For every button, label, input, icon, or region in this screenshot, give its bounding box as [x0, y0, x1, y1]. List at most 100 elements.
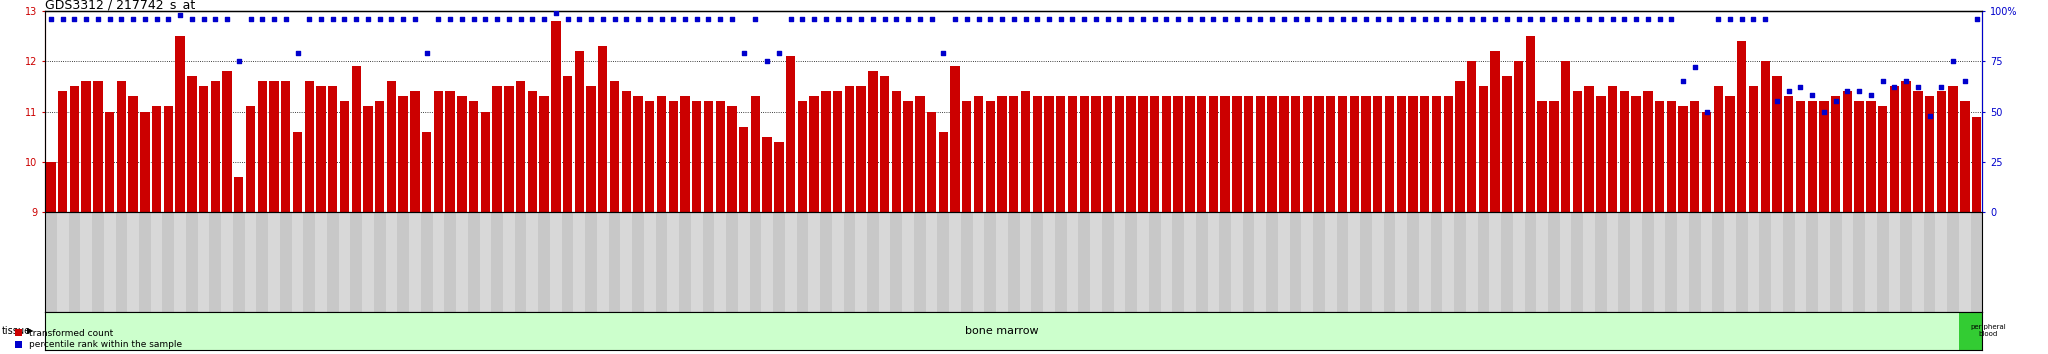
Point	[1057, 16, 1090, 22]
Bar	[1714, 86, 1722, 212]
Point	[1784, 85, 1817, 90]
Bar	[1526, 36, 1536, 212]
Point	[1960, 16, 1993, 22]
Bar	[127, 212, 139, 312]
Bar	[375, 212, 385, 312]
Bar	[1970, 212, 1982, 312]
Bar	[1901, 81, 1911, 212]
Bar	[881, 76, 889, 212]
Bar	[1456, 81, 1464, 212]
Point	[94, 16, 127, 22]
Point	[657, 16, 690, 22]
Bar	[1595, 212, 1608, 312]
Bar	[1794, 212, 1806, 312]
Point	[1724, 16, 1757, 22]
Bar	[281, 81, 291, 212]
Point	[1831, 88, 1864, 94]
Bar	[1384, 96, 1395, 212]
Bar	[1479, 86, 1489, 212]
Bar	[1665, 212, 1677, 312]
Point	[1679, 64, 1712, 70]
Bar	[973, 212, 985, 312]
Point	[1161, 16, 1194, 22]
Point	[362, 16, 395, 22]
Bar	[315, 212, 328, 312]
Bar	[1538, 101, 1546, 212]
Point	[1749, 16, 1782, 22]
Point	[575, 16, 608, 22]
Point	[1548, 16, 1581, 22]
Bar	[715, 101, 725, 212]
Bar	[1712, 212, 1724, 312]
Bar	[1057, 96, 1065, 212]
Bar	[1548, 101, 1559, 212]
Bar	[199, 86, 209, 212]
Bar	[539, 212, 551, 312]
Point	[821, 16, 854, 22]
Bar	[1290, 96, 1300, 212]
Bar	[1679, 107, 1688, 212]
Bar	[375, 101, 385, 212]
Bar	[715, 212, 727, 312]
Point	[1174, 16, 1206, 22]
Point	[211, 16, 244, 22]
Point	[375, 16, 408, 22]
Bar	[668, 101, 678, 212]
Bar	[596, 212, 608, 312]
Point	[1620, 16, 1653, 22]
Bar	[1667, 101, 1675, 212]
Bar	[139, 112, 150, 212]
Bar	[410, 212, 420, 312]
Bar	[1737, 212, 1747, 312]
Point	[492, 16, 524, 22]
Bar	[762, 137, 772, 212]
Bar	[797, 212, 809, 312]
Point	[1526, 16, 1559, 22]
Point	[1079, 16, 1112, 22]
Bar	[772, 212, 784, 312]
Point	[504, 16, 537, 22]
Bar	[104, 212, 115, 312]
Bar	[750, 212, 762, 312]
Bar	[819, 212, 831, 312]
Bar	[657, 96, 666, 212]
Bar	[1315, 96, 1323, 212]
Point	[1937, 58, 1970, 64]
Bar	[444, 212, 457, 312]
Bar	[1737, 41, 1747, 212]
Bar	[467, 212, 479, 312]
Bar	[139, 212, 152, 312]
Bar	[1925, 96, 1933, 212]
Bar	[1595, 96, 1606, 212]
Text: bone marrow: bone marrow	[965, 326, 1038, 336]
Bar	[1042, 212, 1055, 312]
Bar	[258, 81, 266, 212]
Bar	[362, 212, 375, 312]
Point	[293, 16, 326, 22]
Bar	[315, 86, 326, 212]
Bar	[352, 66, 360, 212]
Bar	[809, 96, 819, 212]
Bar	[1772, 212, 1784, 312]
Bar	[328, 86, 338, 212]
Point	[915, 16, 948, 22]
Bar	[1642, 212, 1653, 312]
Point	[1561, 16, 1593, 22]
Bar	[1137, 212, 1149, 312]
Bar	[305, 81, 313, 212]
Bar	[608, 212, 621, 312]
Bar	[432, 212, 444, 312]
Bar	[692, 101, 700, 212]
Bar	[727, 212, 737, 312]
Point	[270, 16, 303, 22]
Point	[1280, 16, 1313, 22]
Point	[1595, 16, 1628, 22]
Bar	[246, 107, 256, 212]
Bar	[1008, 212, 1020, 312]
Bar	[129, 96, 137, 212]
Bar	[1948, 86, 1958, 212]
Point	[1268, 16, 1300, 22]
Point	[258, 16, 291, 22]
Point	[1114, 16, 1147, 22]
Point	[434, 16, 467, 22]
